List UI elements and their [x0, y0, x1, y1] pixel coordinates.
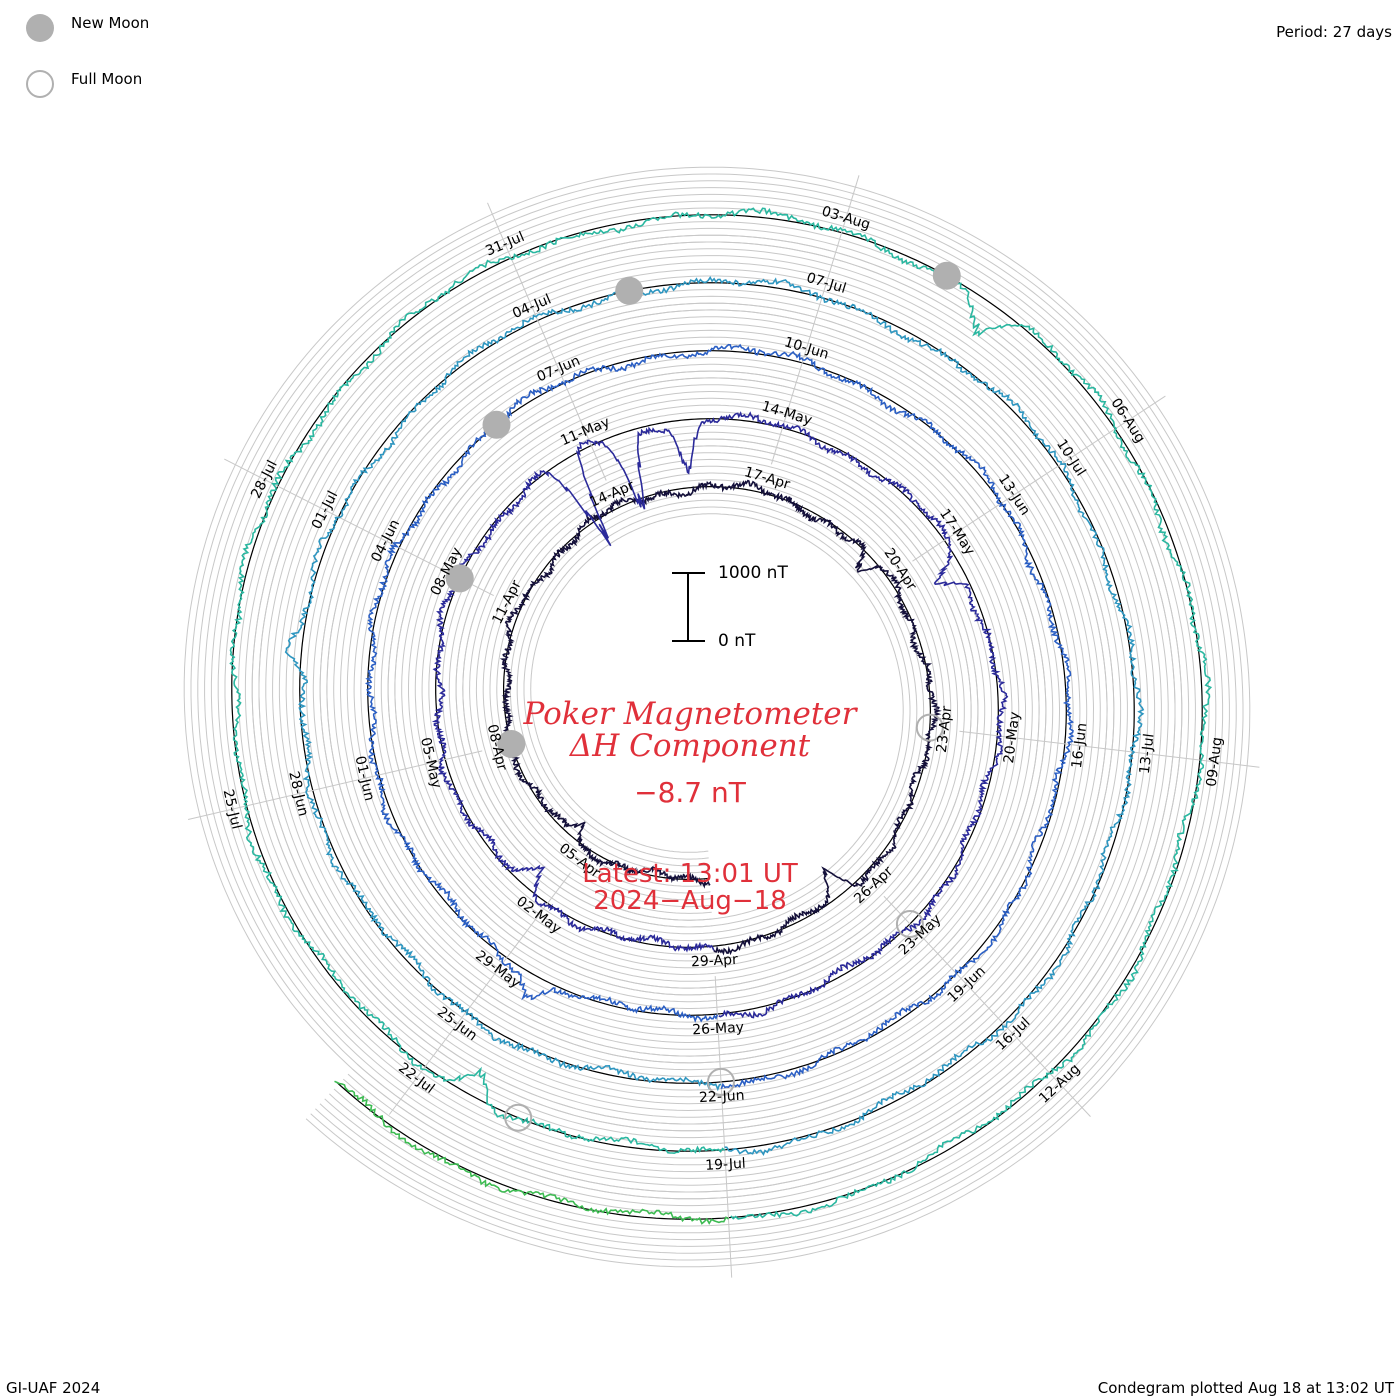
date-label: 04-Jun	[368, 517, 403, 565]
scale-bottom-label: 0 nT	[718, 631, 756, 651]
date-label: 29-Apr	[691, 952, 739, 971]
footer-credit: GI-UAF 2024	[6, 1379, 101, 1397]
series-ring-6	[334, 1080, 729, 1225]
current-value: −8.7 nT	[634, 776, 746, 809]
scale-top-label: 1000 nT	[718, 563, 788, 583]
date-label: 20-May	[1001, 711, 1023, 764]
grid-spiral	[190, 173, 1244, 1261]
radial-spoke	[959, 730, 1260, 768]
new-moon-marker	[615, 276, 644, 305]
full-moon-marker	[895, 910, 924, 938]
radial-spoke	[912, 395, 1166, 562]
series-ring-2	[431, 411, 1009, 1019]
date-label: 07-Jun	[535, 353, 583, 386]
series-ring-1	[499, 479, 942, 956]
latest-date: 2024−Aug−18	[593, 886, 787, 916]
full-moon-icon	[26, 70, 54, 98]
new-moon-marker	[482, 410, 511, 439]
new-moon-marker	[445, 564, 474, 593]
date-label: 19-Jul	[705, 1156, 746, 1174]
radial-spoke	[770, 175, 860, 465]
date-label: 26-May	[692, 1020, 745, 1039]
date-label: 13-Jun	[995, 472, 1033, 519]
radial-spoke	[714, 976, 733, 1278]
date-label: 25-Jun	[434, 1004, 480, 1044]
grid-spiral	[197, 180, 1237, 1254]
grid-spiral	[204, 187, 1230, 1247]
date-label: 04-Jul	[510, 291, 554, 322]
date-label: 23-Apr	[934, 705, 956, 754]
grid-spiral	[224, 207, 1210, 1227]
date-label: 01-Jun	[351, 754, 377, 802]
date-label: 01-Jul	[309, 489, 342, 532]
latest-time: Latest: 13:01 UT	[582, 859, 798, 889]
series-ring-5	[229, 207, 1213, 1220]
period-label: Period: 27 days	[1276, 23, 1392, 41]
date-label: 20-Apr	[881, 545, 920, 593]
date-label: 07-Jul	[804, 270, 847, 297]
new-moon-marker	[497, 730, 526, 758]
date-label: 09-Aug	[1204, 736, 1226, 787]
series-ring-4	[284, 275, 1145, 1156]
grid-spiral	[217, 200, 1217, 1234]
date-label: 13-Jul	[1137, 733, 1158, 775]
full-moon-marker	[707, 1067, 735, 1096]
full-moon-marker	[504, 1103, 533, 1132]
date-label: 17-Apr	[742, 464, 792, 493]
scale-bar	[672, 572, 705, 642]
date-label: 16-Jun	[1069, 722, 1090, 769]
grid-spiral	[244, 227, 1190, 1207]
moon-layer	[445, 261, 961, 1132]
date-label: 22-Jun	[699, 1088, 745, 1106]
radial-spoke	[187, 750, 483, 820]
series-ring-3	[364, 343, 1075, 1090]
chart-subtitle: ΔH Component	[569, 728, 811, 764]
new-moon-marker	[932, 261, 961, 290]
radial-spoke	[388, 872, 571, 1115]
legend-new-moon: New Moon	[26, 14, 149, 42]
series-layer	[229, 207, 1213, 1225]
new-moon-icon	[26, 14, 54, 42]
grid-spiral	[183, 166, 1251, 1268]
full-moon-marker	[915, 713, 944, 742]
new-moon-label: New Moon	[71, 14, 150, 32]
radial-spoke	[487, 202, 607, 481]
chart-title: Poker Magnetometer	[523, 696, 857, 732]
footer-plot-time: Condegram plotted Aug 18 at 13:02 UT	[1097, 1379, 1394, 1397]
full-moon-label: Full Moon	[71, 70, 143, 88]
grid-spiral	[238, 221, 1196, 1213]
grid-spiral	[210, 193, 1224, 1241]
legend-full-moon: Full Moon	[26, 70, 142, 98]
